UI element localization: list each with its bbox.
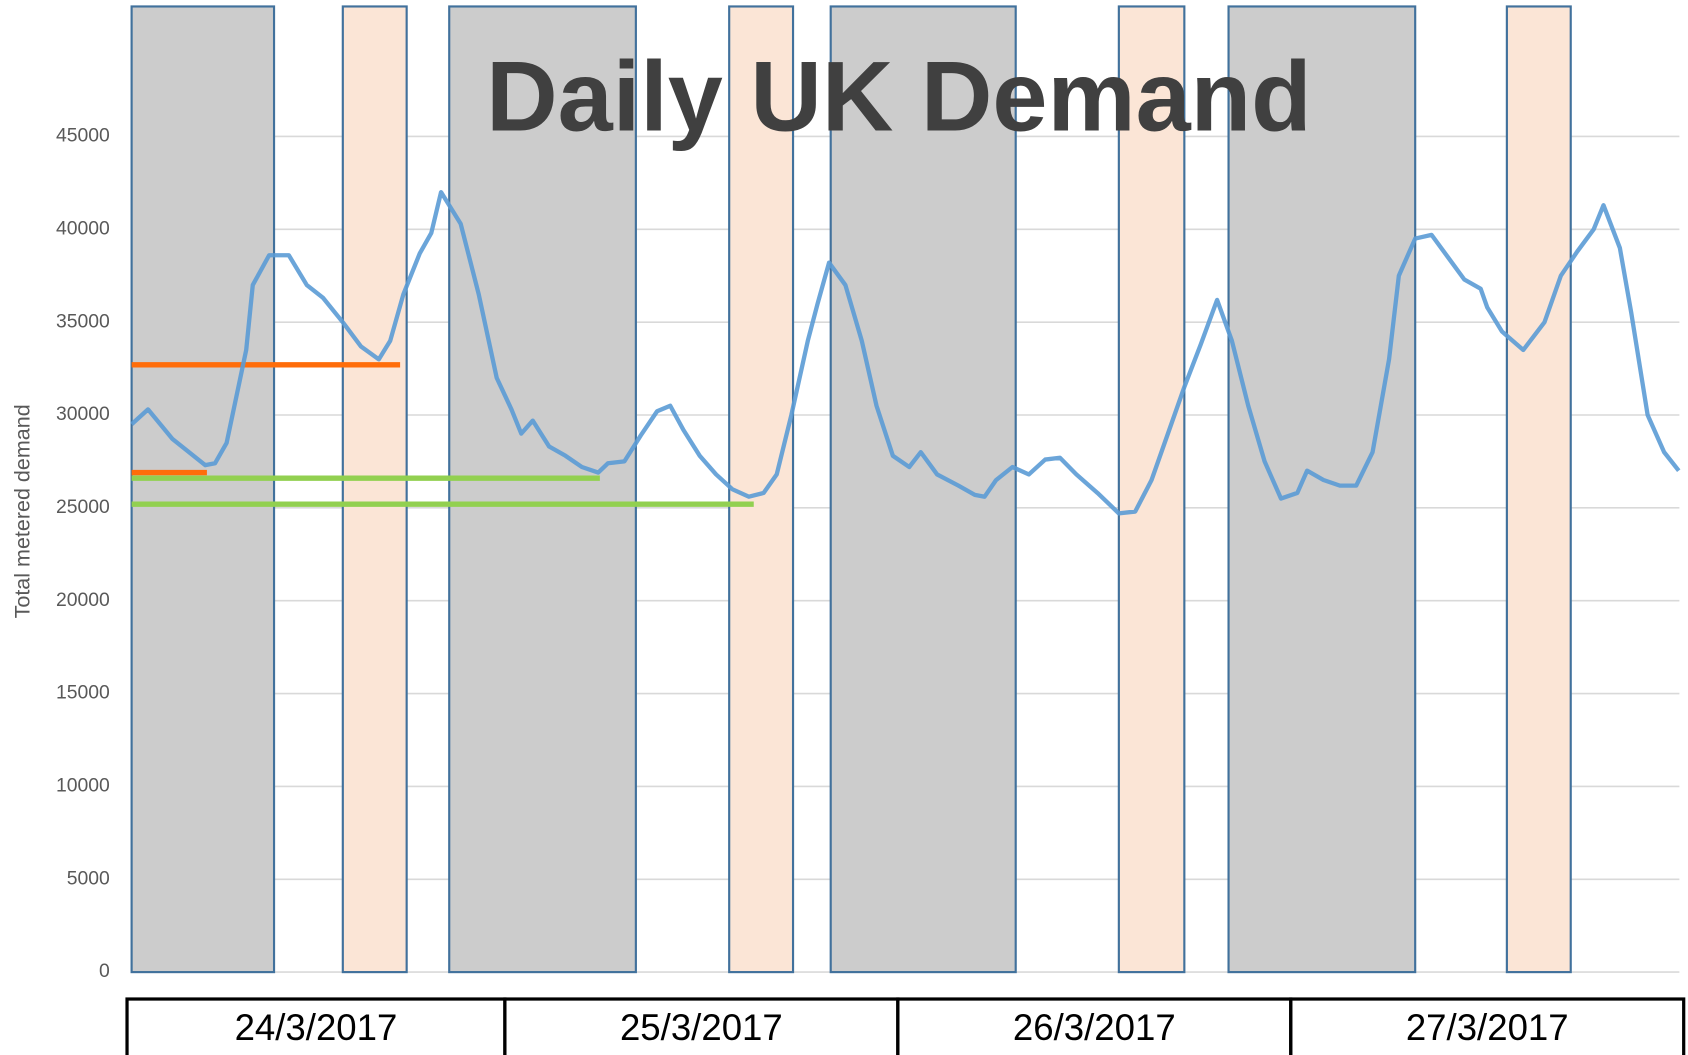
y-tick-label: 35000 [56,310,110,332]
band [341,5,408,974]
demand-line [130,190,1681,516]
y-tick-label: 20000 [56,589,110,611]
day-label: 25/3/2017 [620,1007,783,1048]
day-label: 24/3/2017 [235,1007,398,1048]
y-tick-label: 0 [99,960,110,982]
y-tick-label: 5000 [67,867,110,889]
y-tick-label: 30000 [56,403,110,425]
band [728,5,795,974]
chart-title: Daily UK Demand [486,41,1311,152]
y-tick-label: 45000 [56,125,110,147]
band [1227,5,1417,974]
y-tick-label: 10000 [56,775,110,797]
day-label: 27/3/2017 [1406,1007,1569,1048]
band [448,5,637,974]
y-tick-label: 15000 [56,682,110,704]
y-axis-title: Total metered demand [10,404,34,618]
day-label: 26/3/2017 [1013,1007,1176,1048]
y-tick-label: 25000 [56,496,110,518]
band [1505,5,1572,974]
y-tick-label: 40000 [56,217,110,239]
band [829,5,1017,974]
band [1117,5,1186,974]
day-box [1289,997,1686,1055]
band [130,5,276,974]
